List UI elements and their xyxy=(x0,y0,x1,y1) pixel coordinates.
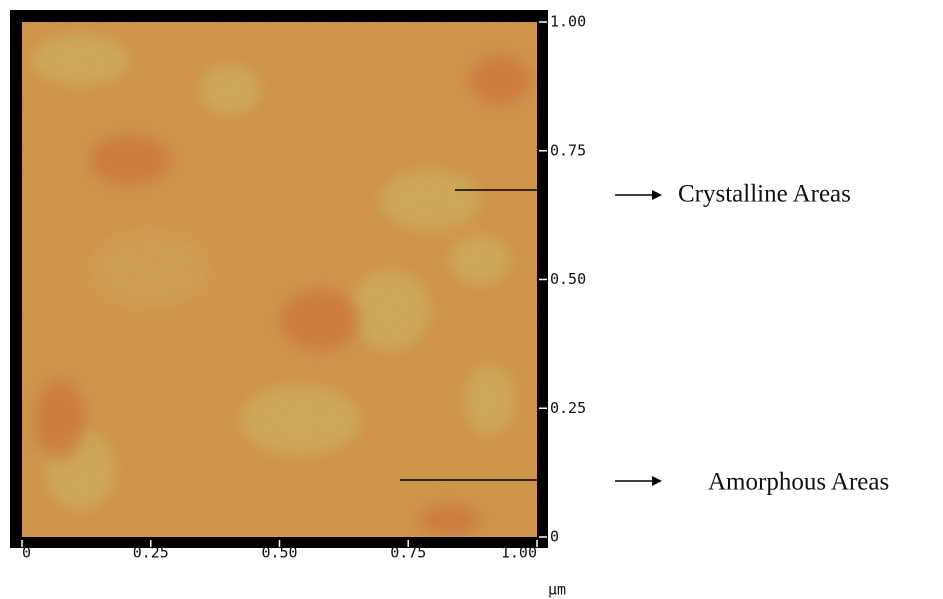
y-tick-label: 0 xyxy=(550,528,559,546)
x-axis-label: μm xyxy=(548,581,566,599)
y-tick-label: 0.75 xyxy=(550,141,586,159)
annotation: Amorphous Areas xyxy=(708,469,889,496)
x-tick-label: 0 xyxy=(22,544,31,562)
page: Crystalline Areas Amorphous Areas μm 0 0.… xyxy=(0,0,943,599)
y-tick-label: 0.50 xyxy=(550,270,586,288)
figure: Crystalline Areas Amorphous Areas μm 0 0.… xyxy=(0,0,943,599)
y-tick-label: 1.00 xyxy=(550,13,586,31)
x-tick-label: 0.50 xyxy=(261,544,297,562)
x-tick-label: 0.75 xyxy=(390,544,426,562)
arrow xyxy=(615,190,662,200)
x-tick-label: 0.25 xyxy=(133,544,169,562)
x-tick-label: 1.00 xyxy=(501,544,537,562)
afm-image xyxy=(22,22,537,537)
annotation: Crystalline Areas xyxy=(678,181,851,208)
arrow xyxy=(615,476,662,486)
y-tick-label: 0.25 xyxy=(550,399,586,417)
